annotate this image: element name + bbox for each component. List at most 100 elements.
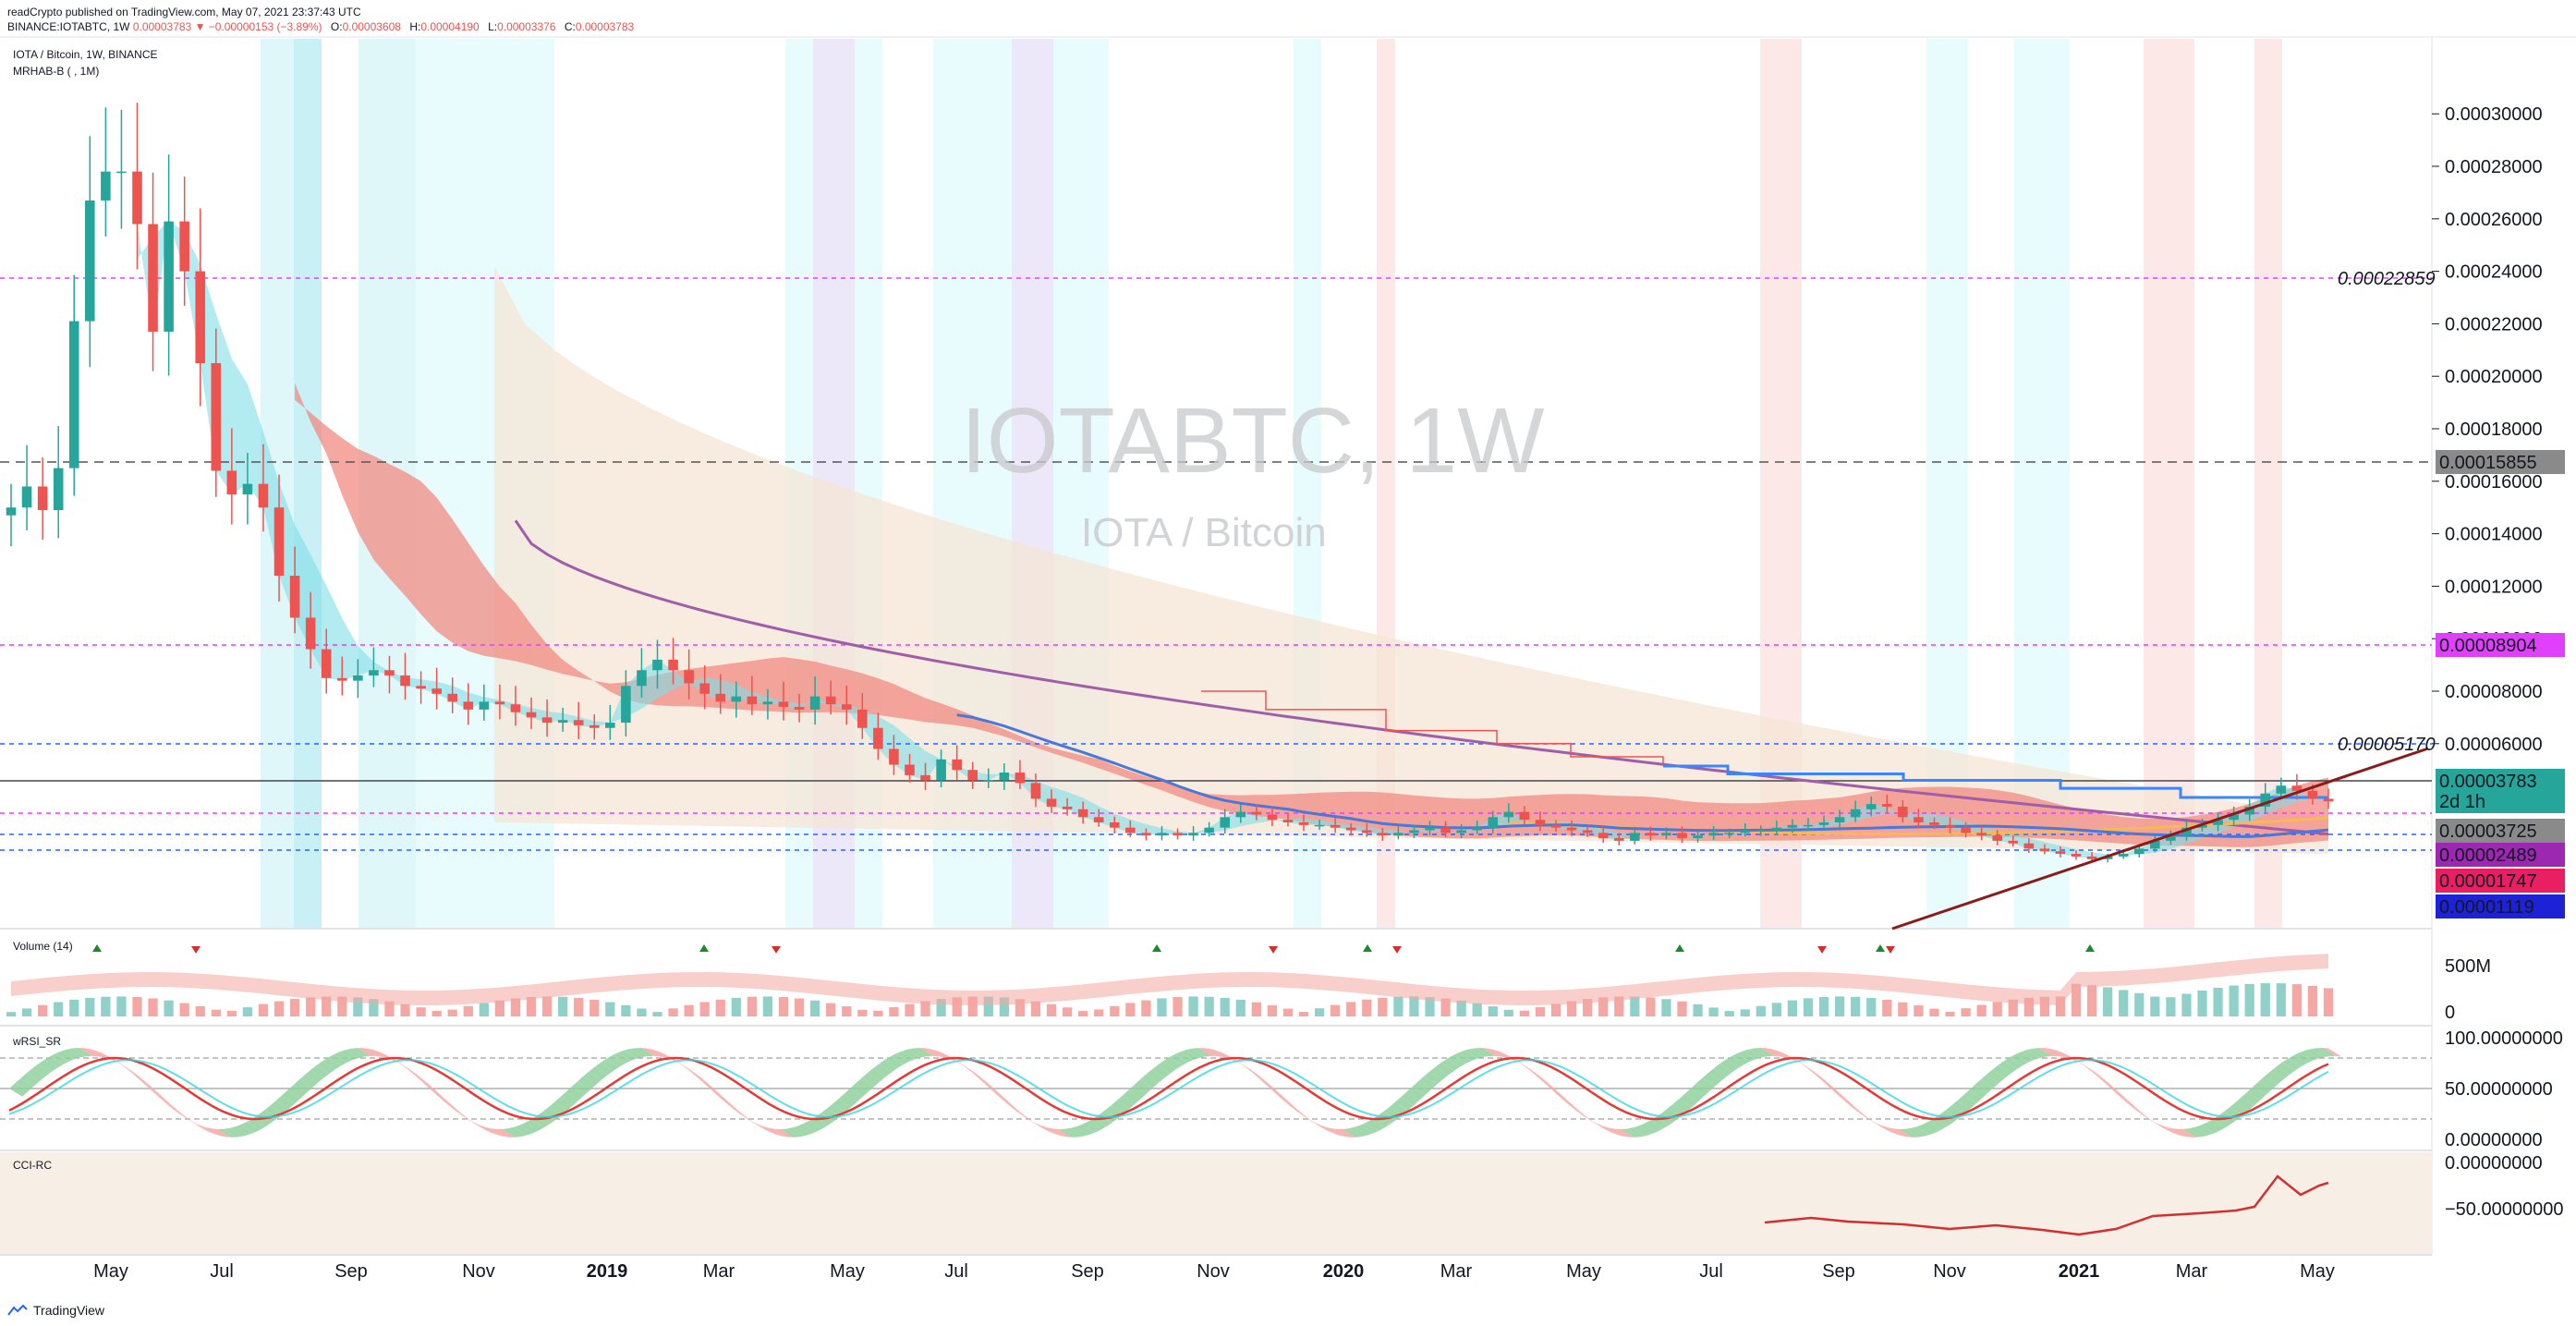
candle-body xyxy=(1235,811,1246,818)
volume-bar xyxy=(1866,997,1877,1016)
volume-bar xyxy=(731,997,741,1016)
wrsi-ribbon-segment xyxy=(1801,1063,1820,1077)
candle-body xyxy=(510,704,521,712)
volume-bar xyxy=(842,1006,852,1016)
wrsi-ribbon-segment xyxy=(1325,1126,1344,1137)
wrsi-ribbon-segment xyxy=(1916,1124,1936,1135)
wrsi-ribbon-segment xyxy=(1111,1101,1130,1114)
band-1 xyxy=(294,39,322,928)
wrsi-ribbon-segment xyxy=(1551,1089,1571,1103)
candle-body xyxy=(983,780,994,783)
candle-body xyxy=(2181,827,2192,836)
volume-bar xyxy=(1929,1008,1939,1016)
wrsi-ribbon-segment xyxy=(2136,1111,2157,1124)
wrsi-ribbon-segment xyxy=(2096,1076,2116,1089)
time-tick-label: 2020 xyxy=(1323,1261,1365,1282)
price-label: 0.00002489 xyxy=(2439,845,2537,866)
wrsi-ribbon-segment xyxy=(1180,1050,1199,1061)
price-label-box xyxy=(2436,769,2565,793)
cci-pane-label: CCI-RC xyxy=(13,1159,52,1172)
wrsi-ribbon-segment xyxy=(206,1127,225,1137)
time-tick-label: Jul xyxy=(210,1261,234,1282)
candle-body xyxy=(1409,830,1419,833)
price-axis[interactable]: 0.00030000 0.00028000 0.00026000 0.00024000… xyxy=(2338,104,2565,918)
wrsi-ribbon-segment xyxy=(1470,1048,1489,1057)
candle-body xyxy=(1173,833,1183,836)
price-tick-label: 0.00008000 xyxy=(2445,682,2543,702)
wrsi-ribbon-segment xyxy=(1429,1066,1449,1080)
candle-body xyxy=(1204,827,1214,833)
candle-body xyxy=(1488,817,1499,828)
wrsi-ribbon-segment xyxy=(1760,1048,1780,1057)
volume-bar xyxy=(164,1000,174,1016)
price-tick-label: 0.00016000 xyxy=(2445,472,2543,493)
candle-body xyxy=(1582,830,1593,833)
candle-body xyxy=(715,693,726,702)
volume-bar xyxy=(54,1002,64,1016)
wrsi-ribbon-segment xyxy=(565,1087,585,1101)
wrsi-ribbon-segment xyxy=(769,1127,788,1137)
trend-line[interactable] xyxy=(1891,747,2429,931)
volume-bar xyxy=(1598,997,1609,1016)
candle-body xyxy=(1961,827,1971,833)
wrsi-ribbon-segment xyxy=(1505,1053,1525,1065)
footer-brand[interactable]: TradingView xyxy=(7,1303,104,1318)
candle-body xyxy=(699,683,710,694)
wrsi-ribbon-segment xyxy=(711,1089,730,1103)
wrsi-ribbon-segment xyxy=(351,1048,371,1057)
candle-body xyxy=(1345,827,1356,831)
wrsi-ribbon-segment xyxy=(792,1125,811,1137)
wrsi-ribbon-segment xyxy=(2194,1125,2214,1136)
wrsi-ribbon-segment xyxy=(334,1052,353,1063)
price-tick-label: 0.00030000 xyxy=(2445,104,2543,125)
wrsi-ribbon-segment xyxy=(1876,1123,1895,1134)
wrsi-ribbon-segment xyxy=(1417,1076,1438,1090)
wrsi-ribbon-segment xyxy=(2311,1048,2330,1057)
wrsi-ribbon-segment xyxy=(479,1125,498,1136)
wrsi-ribbon-segment xyxy=(1719,1060,1739,1073)
volume-bar xyxy=(463,1005,473,1016)
wrsi-ribbon-segment xyxy=(635,1048,654,1056)
volume-bar xyxy=(589,999,600,1016)
candle-body xyxy=(1881,804,1892,807)
volume-bar xyxy=(1519,1010,1529,1016)
price-tick-label: 0.00018000 xyxy=(2445,420,2543,440)
wrsi-ribbon-segment xyxy=(316,1061,335,1074)
candle-body xyxy=(242,483,253,494)
wrsi-ribbon-segment xyxy=(2108,1086,2127,1100)
time-axis[interactable]: May Jul Sep Nov 2019 Mar May Jul Sep Nov 2020 Mar Ma… xyxy=(93,1261,2335,1282)
volume-bar xyxy=(2260,983,2270,1016)
candle-body xyxy=(2008,840,2019,844)
wrsi-ribbon-segment xyxy=(884,1056,904,1068)
volume-bar xyxy=(1141,1000,1151,1016)
volume-bar xyxy=(1740,1009,1750,1016)
wrsi-ribbon-segment xyxy=(780,1128,799,1137)
wrsi-ribbon-segment xyxy=(1539,1078,1559,1093)
candle-body xyxy=(164,221,174,332)
candle-body xyxy=(226,470,237,494)
wrsi-ribbon-segment xyxy=(90,1049,110,1059)
volume-bar xyxy=(2323,988,2334,1016)
wrsi-ribbon-segment xyxy=(1499,1051,1518,1063)
volume-bar xyxy=(699,1002,710,1016)
wrsi-ribbon-segment xyxy=(2177,1128,2197,1137)
wrsi-ribbon-segment xyxy=(612,1052,631,1064)
wrsi-ribbon-segment xyxy=(577,1076,597,1090)
wrsi-ribbon-segment xyxy=(84,1048,103,1058)
wrsi-ribbon-segment xyxy=(1644,1120,1663,1132)
wrsi-ribbon-segment xyxy=(977,1077,997,1091)
candle-body xyxy=(952,759,962,771)
wrsi-ribbon-segment xyxy=(1122,1089,1142,1104)
candle-body xyxy=(841,704,852,710)
volume-bar xyxy=(2229,985,2239,1016)
wrsi-ribbon-segment xyxy=(1064,1127,1084,1137)
candle-body xyxy=(936,759,946,781)
volume-bar xyxy=(2150,996,2160,1016)
volume-bar xyxy=(1015,999,1026,1016)
wrsi-ribbon-segment xyxy=(1957,1095,1976,1109)
wrsi-ribbon-segment xyxy=(797,1123,817,1135)
wrsi-ribbon-segment xyxy=(125,1067,144,1081)
candle-body xyxy=(2197,824,2207,828)
candle-body xyxy=(1125,827,1136,833)
